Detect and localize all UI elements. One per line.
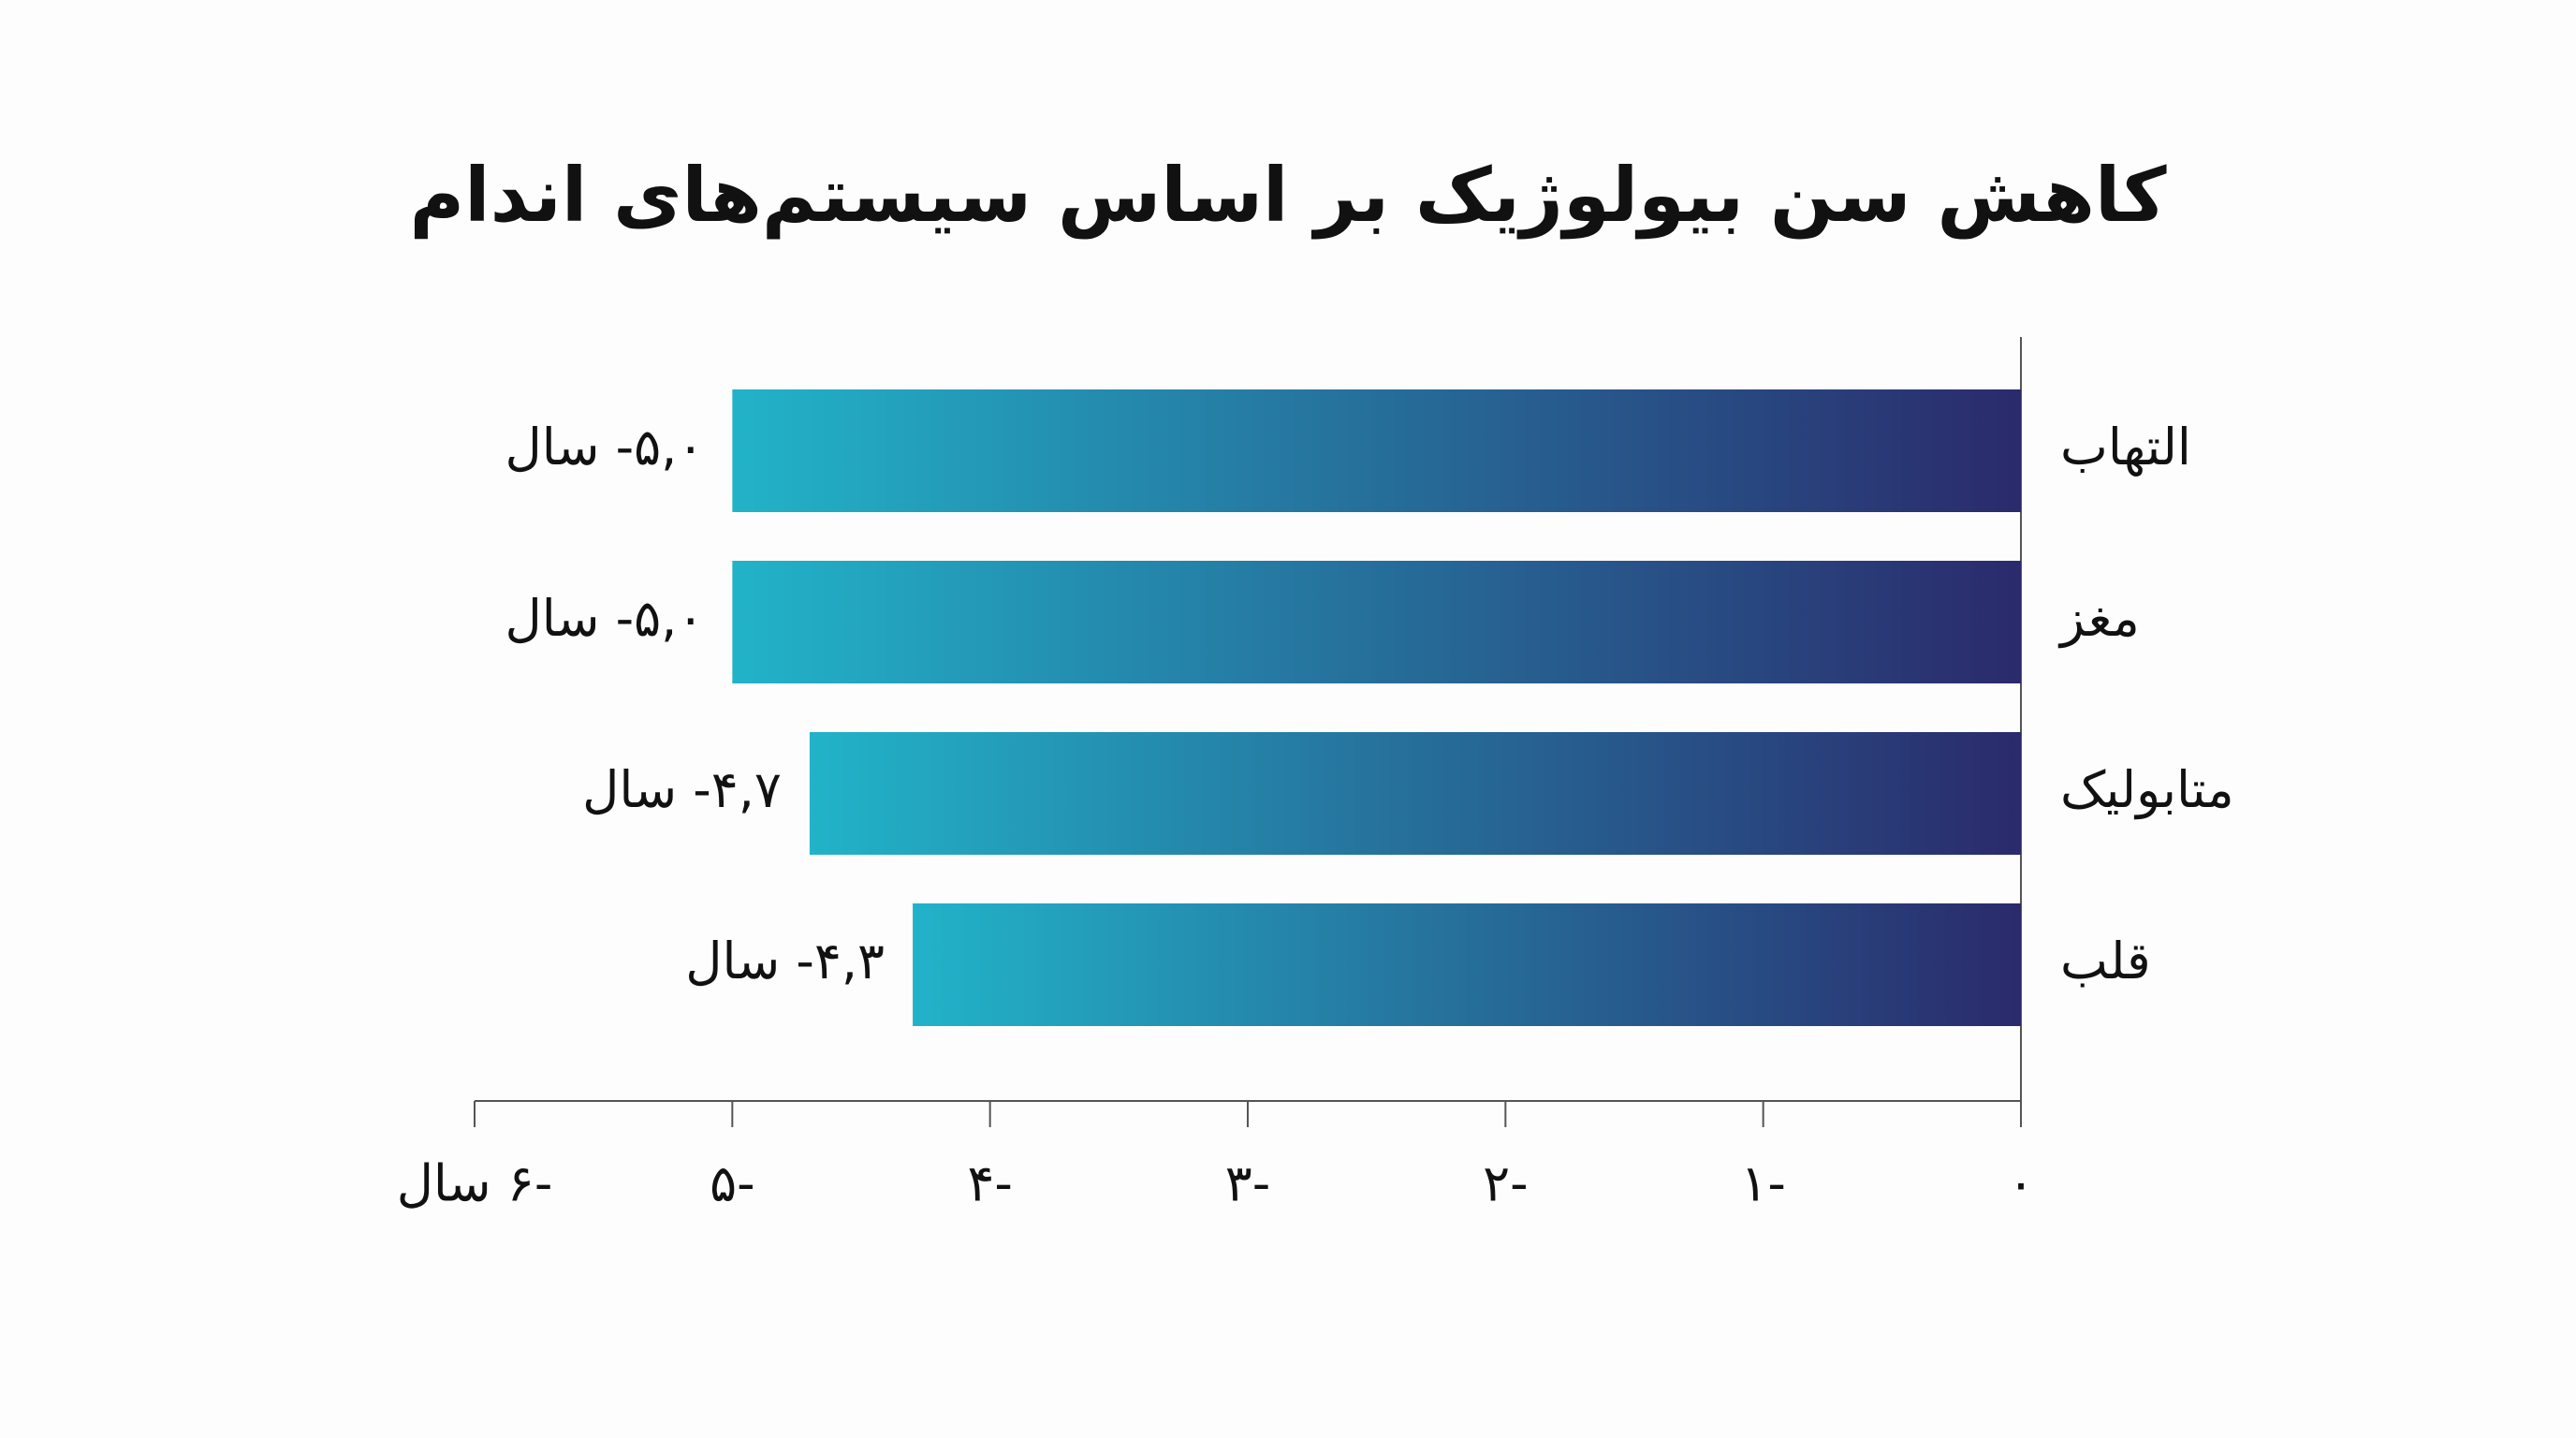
bar: [913, 903, 2021, 1026]
x-tick-label: ۰: [2007, 1154, 2034, 1213]
x-tick-label: -۳: [1225, 1154, 1271, 1213]
chart-title: کاهش سن بیولوژیک بر اساس سیستم‌های اندام: [410, 152, 2167, 240]
category-label: التهاب: [2060, 418, 2191, 477]
category-label: قلب: [2060, 932, 2151, 990]
bar: [809, 732, 2021, 855]
category-label: متابولیک: [2060, 760, 2234, 819]
value-label: ۵,۰- سال: [505, 589, 705, 648]
bar: [732, 561, 2022, 683]
x-tick-label: -۵: [710, 1154, 755, 1213]
x-tick-label: -۲: [1483, 1154, 1529, 1213]
x-tick-label: -۴: [967, 1154, 1013, 1213]
x-tick-label: -۶ سال: [397, 1154, 553, 1213]
value-label: ۴,۳- سال: [685, 932, 885, 990]
value-label: ۴,۷- سال: [582, 760, 782, 819]
value-label: ۵,۰- سال: [505, 418, 705, 477]
category-label: مغز: [2057, 589, 2140, 648]
bar: [732, 389, 2022, 512]
x-tick-label: -۱: [1740, 1154, 1786, 1213]
